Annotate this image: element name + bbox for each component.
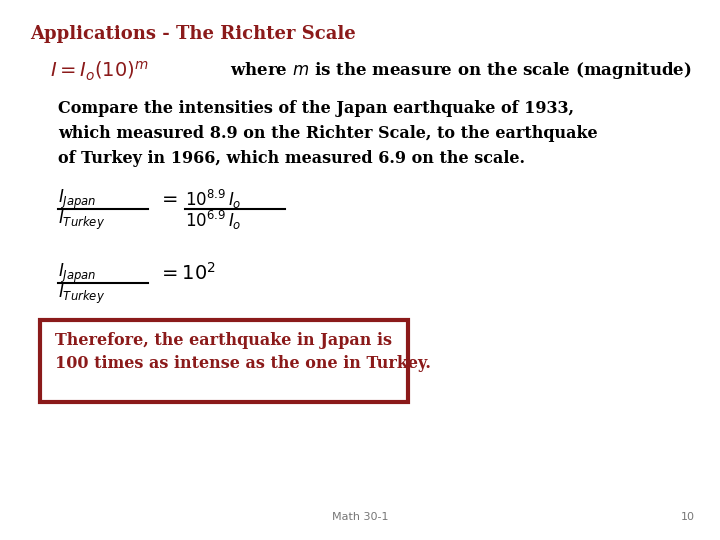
Text: $10^{6.9}\,\mathit{I}_o$: $10^{6.9}\,\mathit{I}_o$ [185,209,241,232]
Text: $\mathit{I}_{\mathit{Turkey}}$: $\mathit{I}_{\mathit{Turkey}}$ [58,283,105,306]
Text: $\mathit{I}_{\mathit{Japan}}$: $\mathit{I}_{\mathit{Japan}}$ [58,262,96,285]
Text: 10: 10 [681,512,695,522]
Text: of Turkey in 1966, which measured 6.9 on the scale.: of Turkey in 1966, which measured 6.9 on… [58,150,525,167]
Text: $\mathit{I} = \mathit{I}_o(10)^m$: $\mathit{I} = \mathit{I}_o(10)^m$ [50,60,149,83]
Text: Therefore, the earthquake in Japan is: Therefore, the earthquake in Japan is [55,332,392,349]
Text: $=$: $=$ [158,189,178,207]
Text: which measured 8.9 on the Richter Scale, to the earthquake: which measured 8.9 on the Richter Scale,… [58,125,598,142]
FancyBboxPatch shape [40,320,408,402]
Text: 100 times as intense as the one in Turkey.: 100 times as intense as the one in Turke… [55,355,431,372]
Text: Compare the intensities of the Japan earthquake of 1933,: Compare the intensities of the Japan ear… [58,100,574,117]
Text: Math 30-1: Math 30-1 [332,512,388,522]
Text: where $\mathit{m}$ is the measure on the scale (magnitude): where $\mathit{m}$ is the measure on the… [230,60,692,81]
Text: $= 10^2$: $= 10^2$ [158,262,216,284]
Text: $10^{8.9}\,\mathit{I}_o$: $10^{8.9}\,\mathit{I}_o$ [185,188,241,211]
Text: Applications - The Richter Scale: Applications - The Richter Scale [30,25,356,43]
Text: $\mathit{I}_{\mathit{Japan}}$: $\mathit{I}_{\mathit{Japan}}$ [58,188,96,211]
Text: $\mathit{I}_{\mathit{Turkey}}$: $\mathit{I}_{\mathit{Turkey}}$ [58,209,105,232]
